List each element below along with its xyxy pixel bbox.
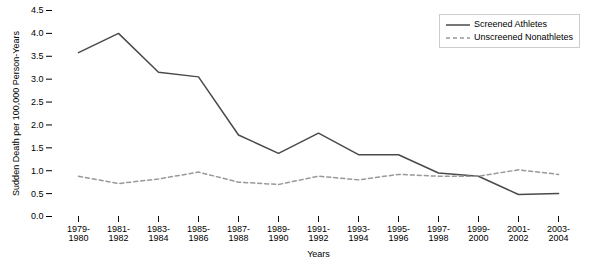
svg-text:1997-1998: 1997-1998 — [427, 224, 450, 243]
svg-text:0.5: 0.5 — [31, 188, 44, 198]
svg-text:1985-1986: 1985-1986 — [187, 224, 210, 243]
svg-text:1979-1980: 1979-1980 — [67, 224, 90, 243]
html-text:Screened Athletes: Screened Athletes — [473, 19, 547, 29]
svg-text:4.0: 4.0 — [31, 28, 44, 38]
svg-text:1991-1992: 1991-1992 — [307, 224, 330, 243]
svg-text:1987-1988: 1987-1988 — [227, 224, 250, 243]
svg-text:1995-1996: 1995-1996 — [387, 224, 410, 243]
svg-text:4.5: 4.5 — [31, 5, 44, 15]
svg-text:2.0: 2.0 — [31, 120, 44, 130]
svg-text:1.0: 1.0 — [31, 166, 44, 176]
svg-text:2.5: 2.5 — [31, 97, 44, 107]
svg-text:Years: Years — [307, 249, 330, 259]
svg-text:1989-1990: 1989-1990 — [267, 224, 290, 243]
svg-text:Sudden Death per 100,000 Perso: Sudden Death per 100,000 Person-Years — [11, 31, 21, 196]
svg-text:1983-1984: 1983-1984 — [147, 224, 170, 243]
svg-text:1.5: 1.5 — [31, 143, 44, 153]
html-text:Unscreened Nonathletes: Unscreened Nonathletes — [473, 32, 573, 42]
svg-text:3.0: 3.0 — [31, 74, 44, 84]
svg-text:2001-2002: 2001-2002 — [507, 224, 530, 243]
svg-text:0.0: 0.0 — [31, 211, 44, 221]
svg-text:1999-2000: 1999-2000 — [467, 224, 490, 243]
svg-text:3.5: 3.5 — [31, 51, 44, 61]
svg-text:2003-2004: 2003-2004 — [547, 224, 570, 243]
svg-text:1981-1982: 1981-1982 — [107, 224, 130, 243]
svg-text:1993-1994: 1993-1994 — [347, 224, 370, 243]
